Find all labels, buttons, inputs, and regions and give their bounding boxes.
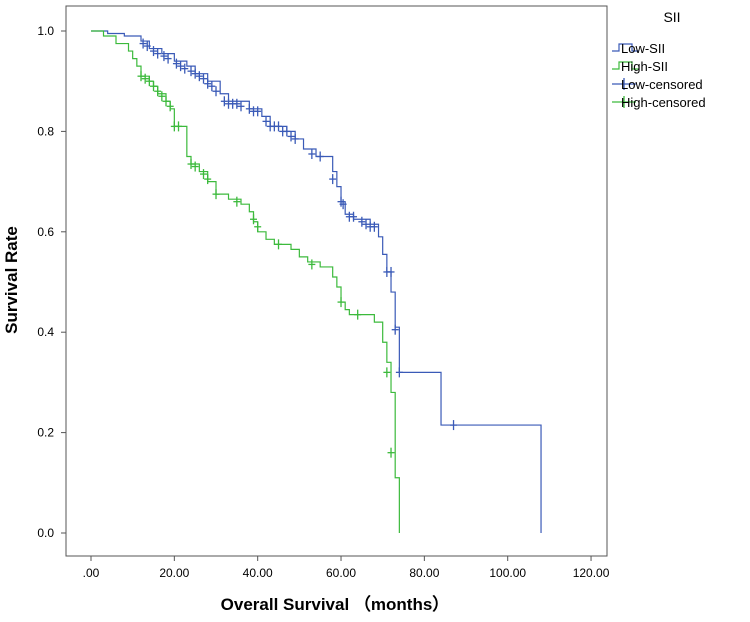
- legend: SII Low-SII High-SII Low-censored High-cens…: [612, 9, 706, 110]
- legend-label: High-SII: [621, 59, 668, 74]
- x-tick-label: 20.00: [159, 566, 189, 580]
- legend-label: Low-censored: [621, 77, 703, 92]
- y-tick-label: 0.6: [37, 225, 54, 239]
- x-tick-label: 120.00: [573, 566, 610, 580]
- y-tick-label: 0.0: [37, 526, 54, 540]
- x-tick-label: 100.00: [489, 566, 526, 580]
- legend-label: Low-SII: [621, 41, 665, 56]
- legend-item: Low-SII: [612, 41, 665, 56]
- x-axis-title: Overall Survival （months）: [221, 594, 450, 614]
- legend-item: High-censored: [612, 95, 706, 110]
- y-tick-label: 0.2: [37, 426, 54, 440]
- x-tick-label: .00: [83, 566, 100, 580]
- x-tick-label: 80.00: [409, 566, 439, 580]
- legend-title: SII: [663, 9, 680, 25]
- y-tick-label: 1.0: [37, 24, 54, 38]
- series-layer: [91, 30, 542, 533]
- legend-item: Low-censored: [612, 77, 703, 92]
- x-axis: .00 20.00 40.00 60.00 80.00 100.00 120.00: [83, 556, 610, 580]
- legend-swatch: [612, 43, 639, 52]
- legend-items: Low-SII High-SII Low-censored High-censored: [612, 41, 706, 110]
- survival-curve-high: [91, 30, 400, 533]
- x-tick-label: 60.00: [326, 566, 356, 580]
- legend-swatch: [612, 61, 639, 70]
- legend-item: High-SII: [612, 59, 668, 74]
- y-tick-label: 0.8: [37, 124, 54, 138]
- y-axis: 0.0 0.2 0.4 0.6 0.8 1.0: [37, 24, 66, 540]
- legend-label: High-censored: [621, 95, 706, 110]
- x-tick-label: 40.00: [243, 566, 273, 580]
- y-tick-label: 0.4: [37, 325, 54, 339]
- y-axis-title: Survival Rate: [2, 226, 21, 334]
